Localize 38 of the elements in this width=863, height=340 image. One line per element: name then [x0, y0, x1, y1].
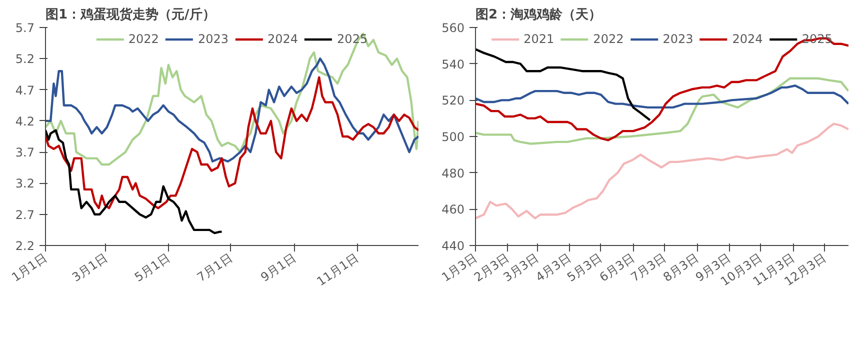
- y-tick-label: 520: [442, 94, 464, 108]
- line-series: [476, 122, 848, 220]
- x-tick-label: 3月1日: [70, 250, 110, 284]
- x-tick-label: 7月1日: [194, 250, 235, 284]
- legend-label: 2024: [268, 32, 298, 46]
- y-tick-label: 4.2: [15, 114, 35, 128]
- chart-title: 图2：淘鸡鸡龄（天）: [476, 8, 602, 22]
- y-tick-label: 5.7: [15, 21, 35, 35]
- line-series: [46, 58, 418, 163]
- x-tick-label: 1月1日: [9, 250, 50, 284]
- x-tick-label: 5月1日: [132, 250, 172, 284]
- y-tick-label: 460: [442, 202, 464, 217]
- y-tick-label: 2.2: [15, 239, 35, 253]
- legend-label: 2024: [732, 32, 763, 46]
- y-tick-label: 480: [442, 166, 464, 180]
- line-series: [476, 84, 848, 109]
- legend-label: 2022: [593, 32, 624, 46]
- y-tick-label: 3.7: [15, 146, 35, 160]
- y-tick-label: 3.2: [15, 176, 35, 191]
- line-series: [46, 76, 418, 210]
- legend-label: 2022: [128, 32, 159, 46]
- y-tick-label: 560: [442, 21, 464, 35]
- line-series: [476, 48, 652, 122]
- y-tick-label: 500: [442, 130, 464, 144]
- legend-label: 2021: [524, 32, 554, 46]
- legend-label: 2023: [662, 32, 694, 46]
- y-tick-label: 440: [442, 239, 464, 253]
- y-tick-label: 540: [442, 57, 464, 72]
- y-tick-label: 5.2: [15, 52, 35, 66]
- legend-label: 2023: [198, 32, 228, 46]
- line-series: [46, 32, 418, 166]
- y-tick-label: 2.7: [15, 208, 35, 222]
- line-series: [46, 129, 223, 234]
- chart-title: 图1：鸡蛋现货走势（元/斤）: [46, 6, 216, 22]
- x-tick-label: 11月1日: [314, 250, 361, 289]
- x-tick-label: 9月1日: [258, 250, 298, 284]
- y-tick-label: 4.7: [15, 83, 35, 98]
- line-series: [476, 77, 848, 145]
